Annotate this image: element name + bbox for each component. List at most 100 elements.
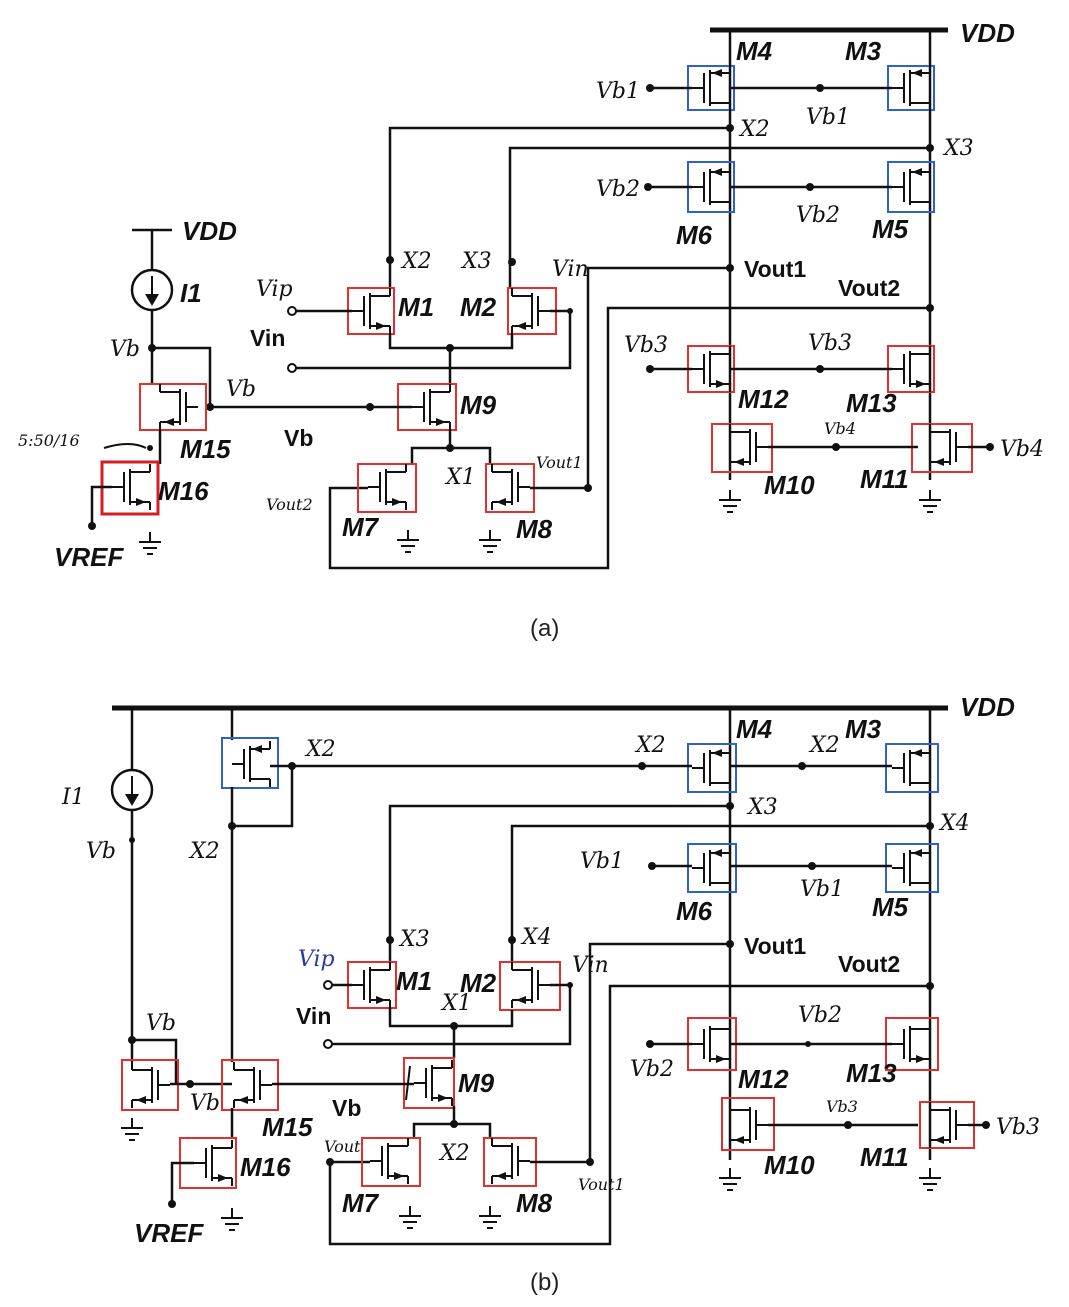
- x2-m1-a: X2: [400, 249, 432, 274]
- vb1-left-a: Vb1: [596, 79, 640, 104]
- vout1-label-a: Vout1: [744, 256, 806, 282]
- vin-right-b: Vin: [572, 953, 609, 978]
- caption-a: (a): [530, 615, 559, 642]
- m10-label: M10: [764, 470, 815, 500]
- m6-label-b: M6: [676, 896, 713, 926]
- m9-label: M9: [460, 390, 497, 420]
- x3-node-a: X3: [942, 136, 974, 161]
- vout2-hand-a: Vout2: [266, 495, 313, 514]
- vb-line-a: Vb: [284, 425, 313, 451]
- vb4-mid-a: Vb4: [824, 419, 856, 438]
- vout1-label-b: Vout1: [744, 933, 806, 959]
- vb-node-b: Vb: [86, 839, 116, 864]
- x3-m2-a: X3: [460, 249, 492, 274]
- m10-label-b: M10: [764, 1150, 815, 1180]
- vb-mid-a: Vb: [226, 377, 256, 402]
- vb3-mid-b: Vb3: [826, 1097, 858, 1116]
- m4-label-b: M4: [736, 714, 773, 744]
- m12-label: M12: [738, 384, 789, 414]
- vb2-left-b: Vb2: [630, 1057, 674, 1082]
- vb1-left-b: Vb1: [580, 849, 624, 874]
- m4-box-b: [687, 743, 737, 793]
- m13-label: M13: [846, 388, 897, 418]
- m3-label-b: M3: [845, 714, 882, 744]
- x2-left-b: X2: [304, 737, 336, 762]
- pmos-diode-box-b: [221, 737, 279, 789]
- panel-a: VDD M4 M3 Vb1 Vb1 X2 X3 M6 M5 Vb2 Vb: [18, 18, 1044, 642]
- vb-m15-b: Vb: [190, 1091, 220, 1116]
- vb-line-b: Vb: [332, 1095, 361, 1121]
- m8-label-b: M8: [516, 1188, 553, 1218]
- vb2-left-a: Vb2: [596, 177, 640, 202]
- vb3-mid-a: Vb3: [808, 331, 852, 356]
- m3-box-b: [885, 743, 939, 793]
- vout2-label-b: Vout2: [838, 951, 900, 977]
- vout2-label-a: Vout2: [838, 275, 900, 301]
- vb4-right-a: Vb4: [1000, 437, 1044, 462]
- m5-box-b: [885, 843, 939, 893]
- vref-label-b: VREF: [134, 1218, 204, 1248]
- m7-label: M7: [342, 512, 380, 542]
- x4-node-b: X4: [938, 811, 970, 836]
- i1-label-b: I1: [61, 785, 85, 810]
- vdd-label-a: VDD: [960, 18, 1015, 48]
- x2-mid-b: X2: [808, 733, 840, 758]
- m16-label-b: M16: [240, 1152, 291, 1182]
- x2-m4-b: X2: [634, 733, 666, 758]
- x3-m1-b: X3: [398, 927, 430, 952]
- m8-label: M8: [516, 514, 553, 544]
- m6-label: M6: [676, 220, 713, 250]
- m16-label: M16: [158, 476, 209, 506]
- vb1-mid-a: Vb1: [806, 105, 850, 130]
- vout1-hand-b: Vout1: [578, 1175, 625, 1194]
- vb-node-a: Vb: [110, 337, 140, 362]
- m9-label-b: M9: [458, 1068, 495, 1098]
- m2-label-b: M2: [460, 968, 497, 998]
- m1-label-b: M1: [396, 966, 432, 996]
- vout-m7-b: Vout: [324, 1137, 361, 1156]
- vdd-left-label-a: VDD: [182, 216, 237, 246]
- vin-right-a: Vin: [552, 257, 589, 282]
- vip-label-b: Vip: [298, 947, 335, 972]
- vb2-mid-b: Vb2: [798, 1003, 842, 1028]
- vb3-right-b: Vb3: [996, 1115, 1040, 1140]
- x2-node-a: X2: [738, 117, 770, 142]
- i1-label-a: I1: [180, 278, 202, 308]
- vref-label-a: VREF: [54, 542, 124, 572]
- m7-box-b: [361, 1137, 421, 1187]
- x4-m2-b: X4: [520, 925, 552, 950]
- m11-label-b: M11: [860, 1142, 909, 1172]
- m3-label: M3: [845, 36, 882, 66]
- vout1-hand-a: Vout1: [536, 453, 583, 472]
- m2-label: M2: [460, 292, 497, 322]
- m15-label: M15: [180, 434, 231, 464]
- x1-label-b: X1: [440, 991, 472, 1016]
- m1-label: M1: [398, 292, 434, 322]
- caption-b: (b): [530, 1269, 559, 1296]
- vin-label-a: Vin: [250, 325, 285, 351]
- vdd-label-b: VDD: [960, 692, 1015, 722]
- m11-label: M11: [860, 464, 909, 494]
- m5-label-b: M5: [872, 892, 909, 922]
- m4-label: M4: [736, 36, 773, 66]
- m5-label: M5: [872, 214, 909, 244]
- vb3-left-a: Vb3: [624, 333, 668, 358]
- vb-node2-b: Vb: [146, 1011, 176, 1036]
- vb2-mid-a: Vb2: [796, 203, 840, 228]
- m6-box-b: [687, 843, 737, 893]
- vb1-mid-b: Vb1: [800, 877, 844, 902]
- m15-box: [139, 383, 207, 431]
- vip-label-a: Vip: [256, 277, 293, 302]
- m15-label-b: M15: [262, 1112, 313, 1142]
- panel-b: VDD M4 M3 X2 X2 X2 X2 X3 X4: [61, 692, 1040, 1296]
- vin-label-b: Vin: [296, 1003, 331, 1029]
- x1-label-a: X1: [444, 465, 476, 490]
- m12-label-b: M12: [738, 1064, 789, 1094]
- m13-label-b: M13: [846, 1058, 897, 1088]
- sizing-annotation-a: 5:50/16: [18, 431, 80, 450]
- x2-tail-b: X2: [438, 1141, 470, 1166]
- m7-label-b: M7: [342, 1188, 380, 1218]
- x3-node-b: X3: [746, 795, 778, 820]
- x2-vert-b: X2: [188, 839, 220, 864]
